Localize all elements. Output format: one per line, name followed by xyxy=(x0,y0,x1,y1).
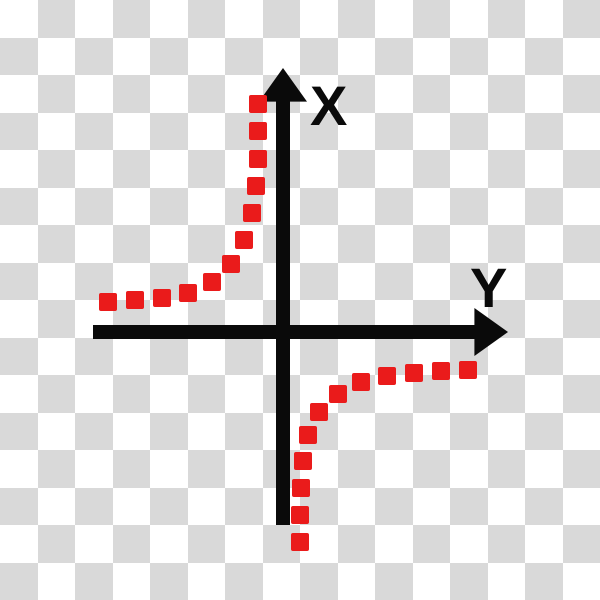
curve-dot xyxy=(179,284,197,302)
curve-dot xyxy=(329,385,347,403)
curve-dot xyxy=(352,373,370,391)
curve-dot xyxy=(249,95,267,113)
curve-dot xyxy=(249,150,267,168)
curve-dot xyxy=(292,479,310,497)
chart-canvas: X Y xyxy=(0,0,600,600)
curve-dot xyxy=(405,364,423,382)
curve-dot xyxy=(310,403,328,421)
curve-dot xyxy=(291,533,309,551)
curve-dot xyxy=(247,177,265,195)
curve-dot xyxy=(235,231,253,249)
curve-dot xyxy=(153,289,171,307)
curve-dot xyxy=(291,506,309,524)
curve-dot xyxy=(126,291,144,309)
curve-dot xyxy=(249,122,267,140)
x-axis-label: X xyxy=(310,78,347,134)
y-axis-label: Y xyxy=(470,260,507,316)
curve-dot xyxy=(432,362,450,380)
curve-dot xyxy=(222,255,240,273)
curve-dot xyxy=(99,293,117,311)
curve-dot xyxy=(378,367,396,385)
curve-dot xyxy=(459,361,477,379)
curve-dot xyxy=(299,426,317,444)
curve-dot xyxy=(294,452,312,470)
curve-dot xyxy=(203,273,221,291)
curve-dot xyxy=(243,204,261,222)
